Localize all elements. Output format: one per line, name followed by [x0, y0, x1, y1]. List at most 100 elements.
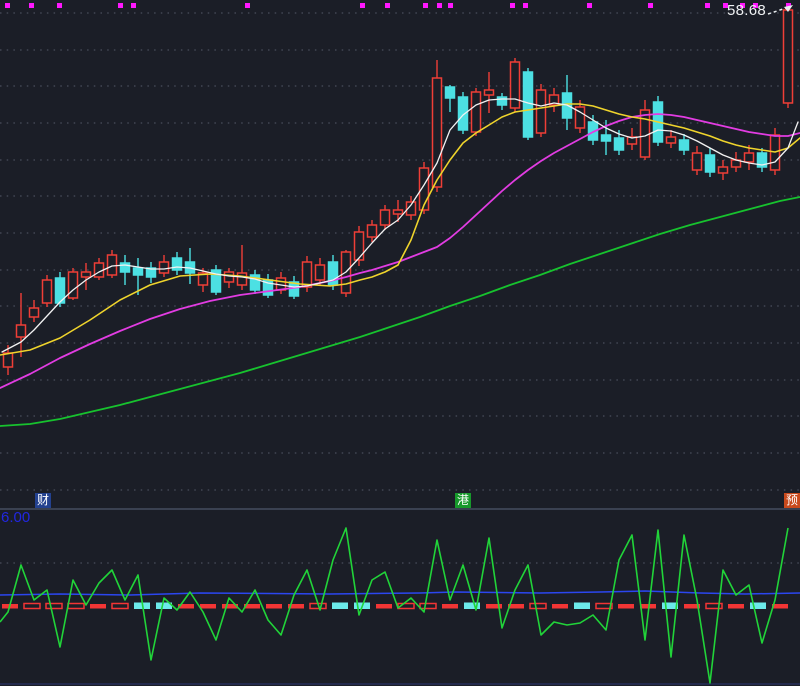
signal-marker	[648, 3, 653, 8]
candle-down[interactable]	[210, 269, 222, 293]
candle-down[interactable]	[457, 96, 469, 131]
candle-up[interactable]	[418, 167, 430, 211]
candle-up[interactable]	[548, 94, 560, 106]
threshold-dash-hollow	[529, 602, 547, 610]
candle-down[interactable]	[132, 267, 144, 276]
candle-up[interactable]	[67, 271, 79, 299]
signal-marker	[448, 3, 453, 8]
candle-up[interactable]	[158, 261, 170, 274]
candle-up[interactable]	[28, 307, 40, 318]
candle-up[interactable]	[470, 91, 482, 133]
signal-marker	[360, 3, 365, 8]
candle-down[interactable]	[587, 121, 599, 141]
signal-marker	[118, 3, 123, 8]
signal-marker	[753, 3, 758, 8]
candle-up[interactable]	[15, 324, 27, 338]
signal-marker	[510, 3, 515, 8]
signal-marker	[740, 3, 745, 8]
candle-up[interactable]	[314, 264, 326, 281]
candle-up[interactable]	[106, 254, 118, 276]
signal-marker	[587, 3, 592, 8]
candle-down[interactable]	[704, 154, 716, 173]
threshold-dash-red	[728, 604, 744, 609]
candle-up[interactable]	[626, 136, 638, 145]
threshold-dash-red	[222, 604, 238, 609]
candle-down[interactable]	[444, 86, 456, 99]
candle-up[interactable]	[665, 136, 677, 144]
threshold-dash-red	[618, 604, 634, 609]
candle-up[interactable]	[535, 89, 547, 134]
candle-up[interactable]	[743, 152, 755, 163]
candle-down[interactable]	[119, 262, 131, 273]
candle-down[interactable]	[54, 277, 66, 304]
candle-down[interactable]	[613, 137, 625, 151]
candle-up[interactable]	[717, 166, 729, 174]
finance-news-tag[interactable]: 财	[35, 493, 51, 508]
candle-up[interactable]	[236, 272, 248, 286]
threshold-dash-red	[266, 604, 282, 609]
signal-marker	[131, 3, 136, 8]
signal-marker	[5, 3, 10, 8]
candle-up[interactable]	[197, 272, 209, 286]
signal-marker	[245, 3, 250, 8]
ma-mid-magenta	[0, 113, 800, 389]
threshold-dash-hollow	[111, 602, 129, 610]
candle-down[interactable]	[678, 139, 690, 151]
threshold-dash-cyan	[332, 602, 348, 609]
candle-up[interactable]	[483, 89, 495, 96]
threshold-dash-hollow	[595, 602, 613, 610]
forecast-tag[interactable]: 预	[784, 493, 800, 508]
candle-up[interactable]	[41, 279, 53, 304]
candle-up[interactable]	[301, 261, 313, 288]
candle-down[interactable]	[600, 134, 612, 142]
candle-down[interactable]	[171, 257, 183, 271]
price-arrow-head	[784, 5, 793, 12]
sub-green-indicator-line	[0, 527, 789, 684]
threshold-dash-hollow	[45, 602, 63, 610]
candle-up[interactable]	[2, 352, 14, 368]
threshold-dash-red	[640, 604, 656, 609]
ma-fastest-white	[1, 98, 799, 353]
threshold-dash-red	[90, 604, 106, 609]
threshold-dash-red	[772, 604, 788, 609]
threshold-dash-hollow	[67, 602, 85, 610]
candle-up[interactable]	[80, 271, 92, 278]
candle-down[interactable]	[249, 274, 261, 291]
candle-up[interactable]	[691, 152, 703, 171]
last-price-label: 58.68	[726, 2, 766, 19]
candle-up[interactable]	[405, 201, 417, 216]
candle-up[interactable]	[431, 77, 443, 188]
candle-down[interactable]	[756, 152, 768, 168]
candle-up[interactable]	[223, 271, 235, 283]
threshold-dash-cyan	[750, 602, 766, 609]
threshold-dash-red	[244, 604, 260, 609]
candle-up[interactable]	[392, 209, 404, 215]
candle-up[interactable]	[379, 209, 391, 226]
candle-up[interactable]	[353, 231, 365, 261]
threshold-dash-red	[442, 604, 458, 609]
signal-marker	[385, 3, 390, 8]
hk-announcement-tag[interactable]: 港	[455, 493, 471, 508]
threshold-dash-cyan	[464, 602, 480, 609]
candle-down[interactable]	[496, 96, 508, 106]
threshold-dash-red	[200, 604, 216, 609]
candle-up[interactable]	[782, 9, 794, 104]
candle-up[interactable]	[574, 106, 586, 129]
threshold-dash-hollow	[23, 602, 41, 610]
candle-up[interactable]	[366, 224, 378, 238]
candle-down[interactable]	[145, 267, 157, 278]
threshold-dash-hollow	[705, 602, 723, 610]
candle-up[interactable]	[509, 61, 521, 109]
ma-fast-yellow	[0, 103, 800, 356]
threshold-dash-red	[288, 604, 304, 609]
threshold-dash-cyan	[156, 602, 172, 609]
signal-marker	[786, 3, 791, 8]
threshold-dash-red	[178, 604, 194, 609]
candle-up[interactable]	[639, 109, 651, 158]
candle-down[interactable]	[522, 71, 534, 138]
signal-marker	[29, 3, 34, 8]
threshold-dash-red	[552, 604, 568, 609]
signal-marker	[523, 3, 528, 8]
